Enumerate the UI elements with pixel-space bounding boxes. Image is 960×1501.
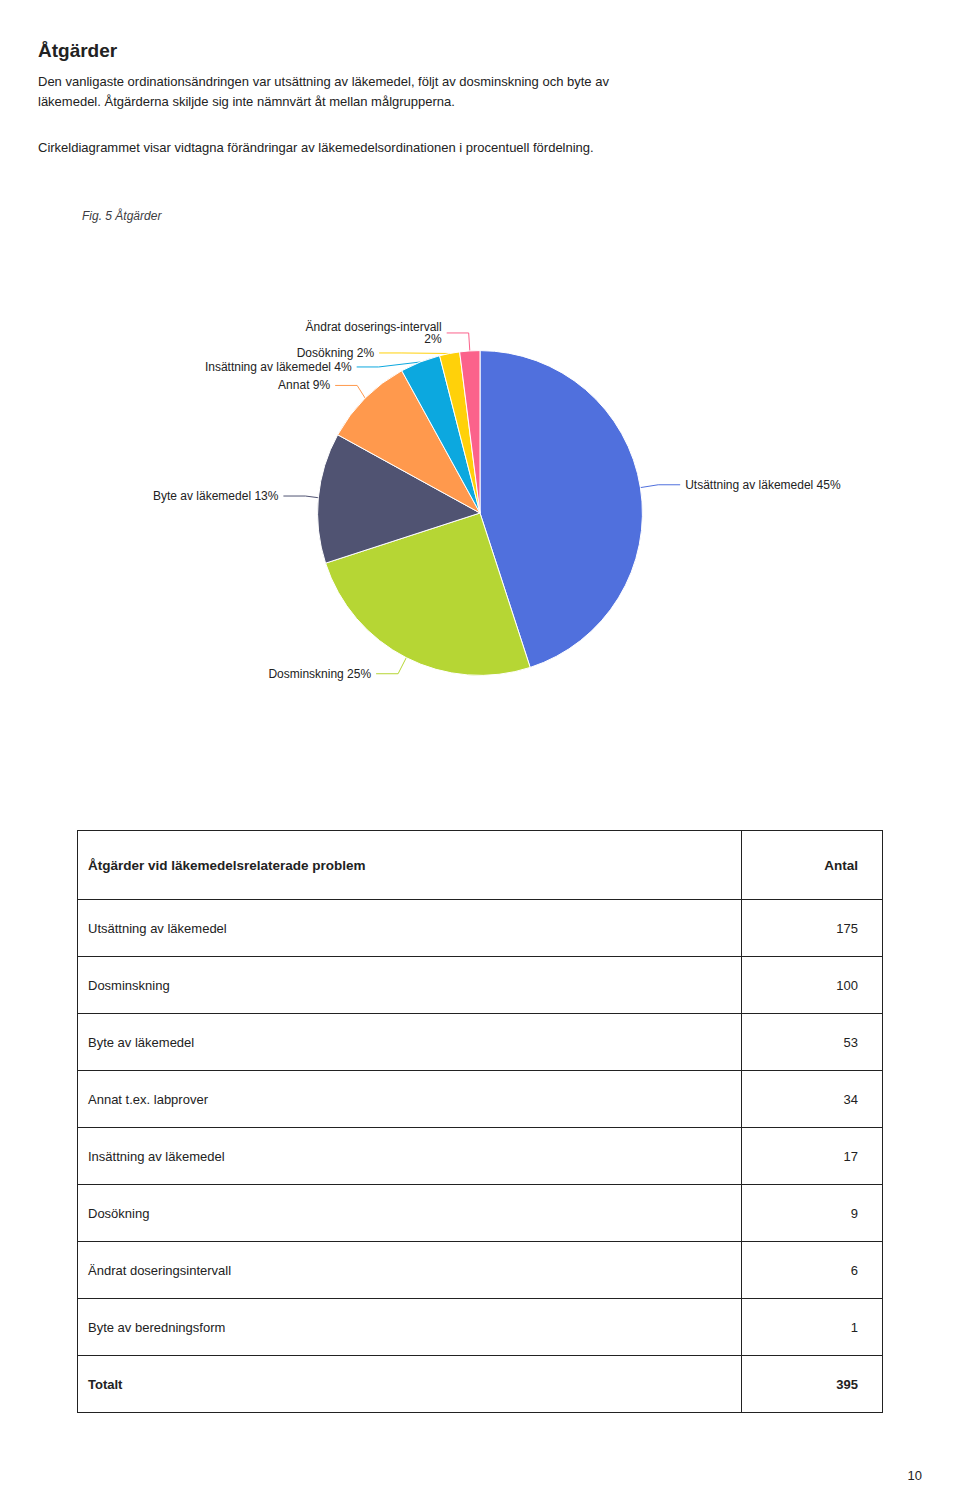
svg-text:Dosökning 2%: Dosökning 2%	[297, 346, 375, 360]
html-text:100: 100	[836, 977, 858, 993]
svg-text:Annat 9%: Annat 9%	[278, 378, 330, 392]
html-text:175: 175	[836, 920, 858, 936]
html-text:6: 6	[850, 1262, 858, 1278]
html-text:10: 10	[907, 1468, 922, 1483]
svg-text:Utsättning av läkemedel 45%: Utsättning av läkemedel 45%	[685, 478, 841, 492]
svg-text:Insättning av läkemedel 4%: Insättning av läkemedel 4%	[205, 360, 352, 374]
html-text:34: 34	[843, 1091, 858, 1107]
html-text:läkemedel. Åtgärderna skiljde: läkemedel. Åtgärderna skiljde sig inte n…	[38, 94, 455, 109]
html-text:9: 9	[850, 1205, 858, 1221]
html-text:Åtgärder: Åtgärder	[38, 40, 118, 61]
html-text:Åtgärder vid läkemedelsrelater: Åtgärder vid läkemedelsrelaterade proble…	[88, 857, 366, 873]
html-text:Antal: Antal	[824, 857, 858, 873]
svg-text:Fig. 5 Åtgärder: Fig. 5 Åtgärder	[82, 208, 162, 223]
html-text:Utsättning av läkemedel: Utsättning av läkemedel	[88, 920, 227, 936]
svg-text:Dosminskning 25%: Dosminskning 25%	[268, 667, 371, 681]
html-text:1: 1	[850, 1319, 858, 1335]
html-text:Totalt: Totalt	[88, 1376, 123, 1392]
html-text:395: 395	[836, 1376, 858, 1392]
html-text:53: 53	[843, 1034, 858, 1050]
html-text:Byte av läkemedel: Byte av läkemedel	[88, 1034, 195, 1050]
html-text:Dosminskning: Dosminskning	[88, 977, 170, 993]
html-text:Insättning av läkemedel: Insättning av läkemedel	[88, 1148, 225, 1164]
svg-text:2%: 2%	[424, 332, 442, 346]
html-text:17: 17	[843, 1148, 858, 1164]
html-text:Ändrat doseringsintervall: Ändrat doseringsintervall	[88, 1262, 232, 1278]
html-text:Annat t.ex. labprover: Annat t.ex. labprover	[88, 1091, 208, 1107]
svg-text:Byte av läkemedel 13%: Byte av läkemedel 13%	[153, 489, 279, 503]
html-text:Byte av beredningsform: Byte av beredningsform	[88, 1319, 226, 1335]
html-text:Den vanligaste ordinationsändr: Den vanligaste ordinationsändringen var …	[38, 74, 609, 89]
html-text:Cirkeldiagrammet visar vidtagn: Cirkeldiagrammet visar vidtagna förändri…	[38, 140, 594, 155]
svg-text:Ändrat doserings-intervall: Ändrat doserings-intervall	[306, 320, 442, 334]
html-text:Dosökning: Dosökning	[88, 1205, 150, 1221]
